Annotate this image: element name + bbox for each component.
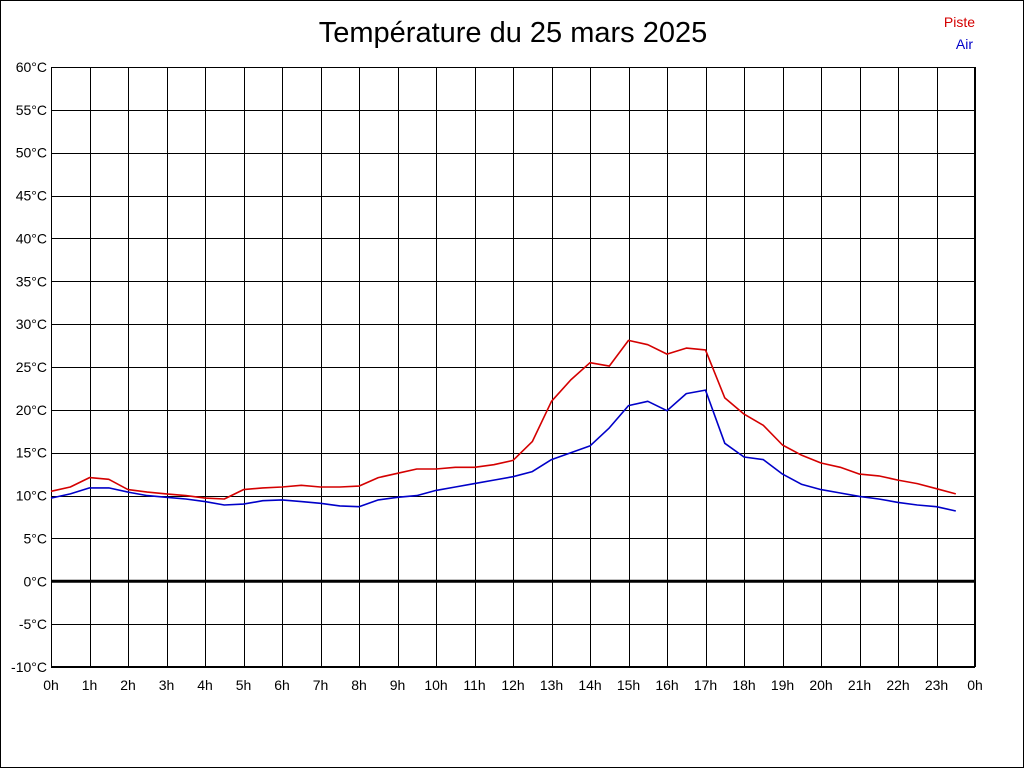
y-tick-label: 15°C <box>16 445 47 461</box>
x-tick-label: 18h <box>732 677 755 693</box>
plot-border <box>51 67 975 667</box>
x-tick-label: 22h <box>886 677 909 693</box>
legend-entry-piste: Piste <box>943 14 975 30</box>
series-line-piste <box>50 339 957 500</box>
y-tick-label: 50°C <box>16 145 47 161</box>
x-tick-label: 2h <box>120 677 136 693</box>
x-tick-label: 14h <box>578 677 601 693</box>
y-tick-label: 20°C <box>16 402 47 418</box>
y-tick-label: -10°C <box>11 659 47 675</box>
y-tick-label: 25°C <box>16 359 47 375</box>
x-tick-label: 15h <box>617 677 640 693</box>
y-tick-label: 60°C <box>16 59 47 75</box>
x-tick-label: 0h <box>967 677 983 693</box>
y-tick-label: 10°C <box>16 488 47 504</box>
series-line-air <box>50 389 956 512</box>
y-tick-label: -5°C <box>19 616 47 632</box>
x-tick-label: 3h <box>159 677 175 693</box>
legend-entry-air: Air <box>955 36 973 52</box>
x-tick-label: 7h <box>313 677 329 693</box>
x-tick-label: 0h <box>43 677 59 693</box>
x-tick-label: 9h <box>390 677 406 693</box>
chart-title: Température du 25 mars 2025 <box>318 17 708 49</box>
x-tick-label: 10h <box>424 677 447 693</box>
x-tick-label: 21h <box>848 677 871 693</box>
x-tick-label: 6h <box>274 677 290 693</box>
x-tick-label: 8h <box>351 677 367 693</box>
x-tick-label: 17h <box>694 677 717 693</box>
y-tick-label: 0°C <box>24 573 48 589</box>
x-tick-label: 11h <box>463 677 485 693</box>
y-tick-label: 30°C <box>16 316 47 332</box>
y-tick-label: 45°C <box>16 188 47 204</box>
y-tick-label: 35°C <box>16 273 47 289</box>
x-tick-label: 19h <box>771 677 794 693</box>
x-tick-label: 16h <box>655 677 678 693</box>
x-tick-label: 23h <box>925 677 948 693</box>
x-tick-label: 4h <box>197 677 213 693</box>
y-tick-label: 55°C <box>16 102 47 118</box>
y-tick-label: 5°C <box>24 530 48 546</box>
x-tick-label: 5h <box>236 677 252 693</box>
x-tick-label: 12h <box>501 677 524 693</box>
x-tick-label: 1h <box>82 677 98 693</box>
y-tick-label: 40°C <box>16 230 47 246</box>
x-tick-label: 20h <box>809 677 832 693</box>
x-tick-label: 13h <box>540 677 563 693</box>
